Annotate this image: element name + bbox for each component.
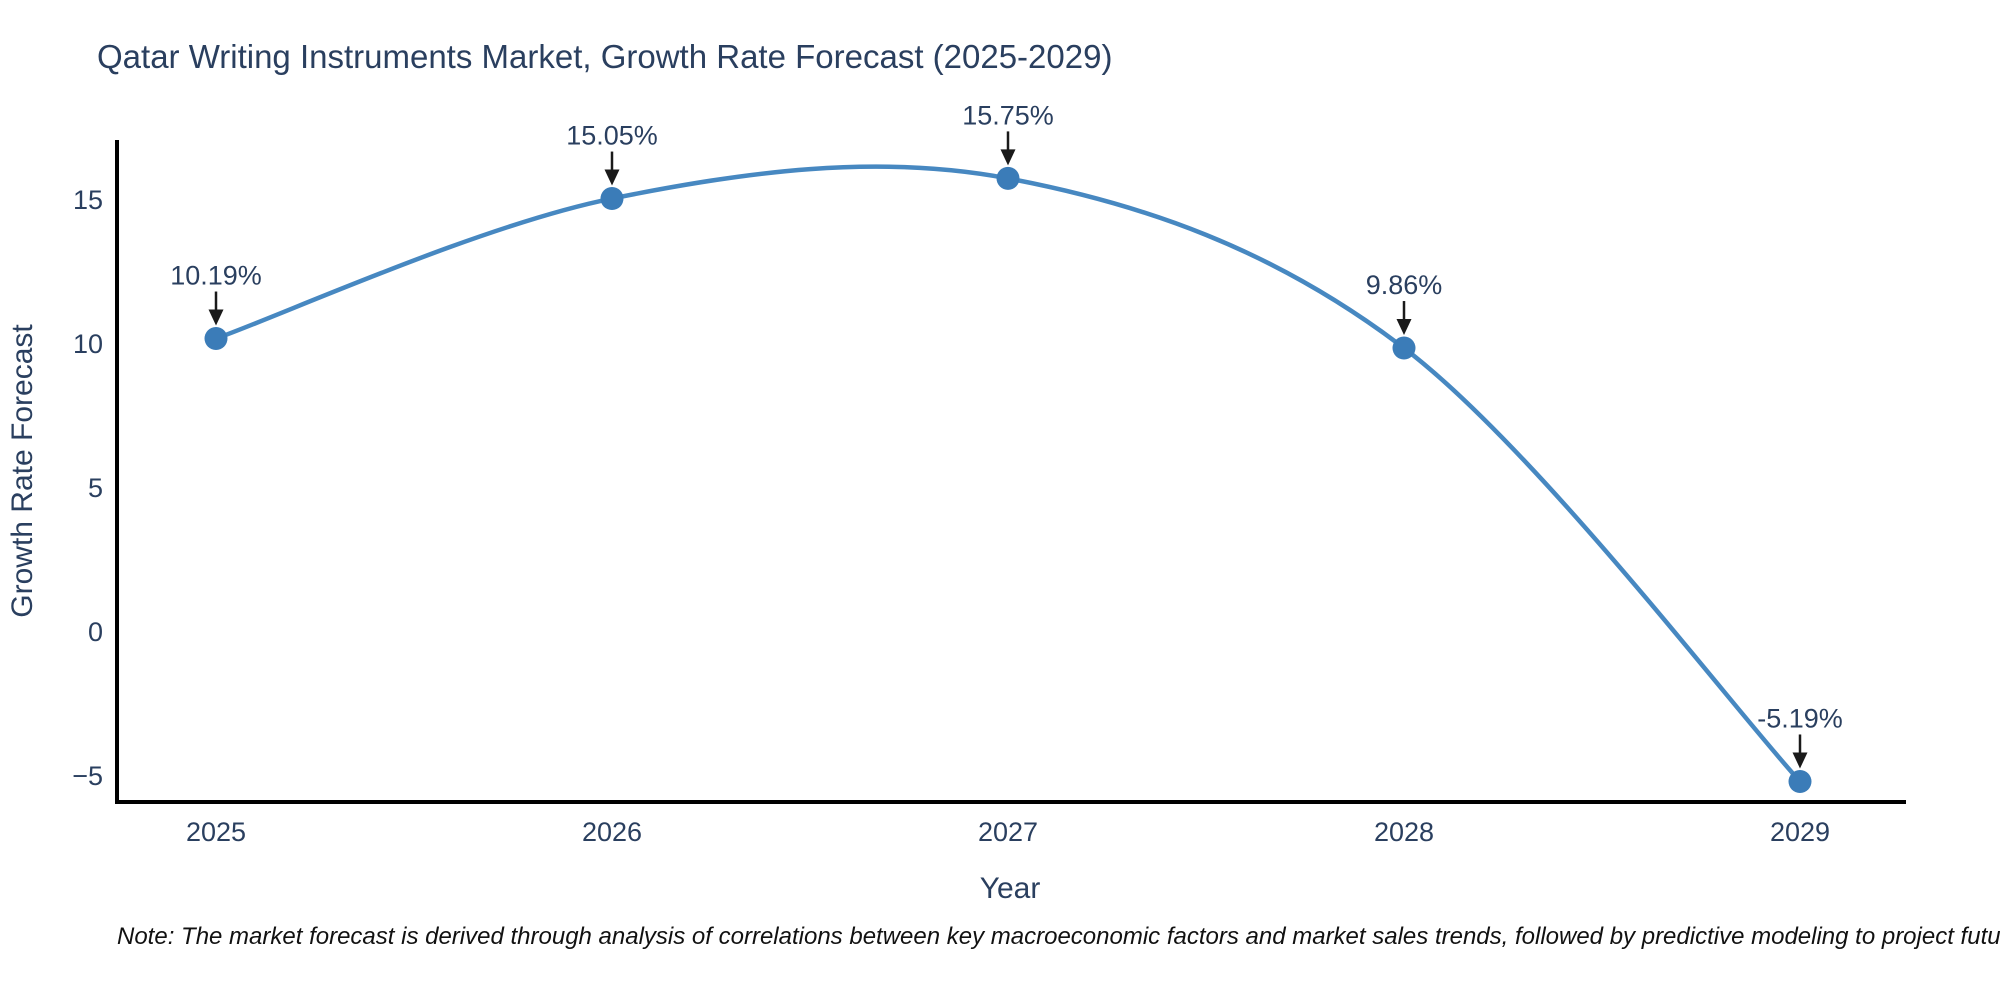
x-tick-label: 2029 <box>1770 817 1830 847</box>
y-tick-label: −5 <box>72 761 103 791</box>
annotation-arrowhead <box>1000 149 1016 166</box>
y-axis-title: Growth Rate Forecast <box>6 324 39 618</box>
x-axis-tick-labels: 2025 2026 2027 2028 2029 <box>186 817 1830 847</box>
data-point[interactable] <box>1788 769 1812 793</box>
data-point[interactable] <box>204 327 228 351</box>
annotation-label: 15.05% <box>566 121 658 151</box>
y-axis-tick-labels: 15 10 5 0 −5 <box>72 185 103 791</box>
x-tick-label: 2025 <box>186 817 246 847</box>
annotation-label: -5.19% <box>1757 703 1843 733</box>
data-points <box>204 166 1812 793</box>
y-tick-label: 10 <box>73 329 103 359</box>
data-point[interactable] <box>996 166 1020 190</box>
annotation: 10.19% <box>170 261 262 326</box>
annotation-label: 10.19% <box>170 261 262 291</box>
chart-title: Qatar Writing Instruments Market, Growth… <box>97 38 1112 75</box>
x-tick-label: 2028 <box>1374 817 1434 847</box>
annotation: 15.05% <box>566 121 658 186</box>
y-tick-label: 0 <box>88 617 103 647</box>
footnote: Note: The market forecast is derived thr… <box>117 923 2000 950</box>
annotation-arrowhead <box>1396 319 1412 336</box>
y-tick-label: 15 <box>73 185 103 215</box>
annotation-label: 9.86% <box>1366 270 1443 300</box>
data-point[interactable] <box>1392 336 1416 360</box>
annotation-arrowhead <box>604 169 620 186</box>
annotation: -5.19% <box>1757 703 1843 769</box>
plot-area: 15 10 5 0 −5 2025 2026 2027 2028 2029 10.19% 15.0… <box>72 100 1906 847</box>
annotation-label: 15.75% <box>962 100 1054 130</box>
annotations: 10.19% 15.05% 15.75% 9.86% -5.19% <box>170 100 1843 769</box>
annotation-arrowhead <box>208 309 224 326</box>
annotation: 15.75% <box>962 100 1054 166</box>
y-tick-label: 5 <box>88 473 103 503</box>
x-axis-title: Year <box>980 872 1041 905</box>
x-tick-label: 2026 <box>582 817 642 847</box>
x-tick-label: 2027 <box>978 817 1038 847</box>
annotation: 9.86% <box>1366 270 1443 336</box>
annotation-arrowhead <box>1792 752 1808 769</box>
data-point[interactable] <box>600 187 624 211</box>
trend-line <box>213 164 1803 784</box>
